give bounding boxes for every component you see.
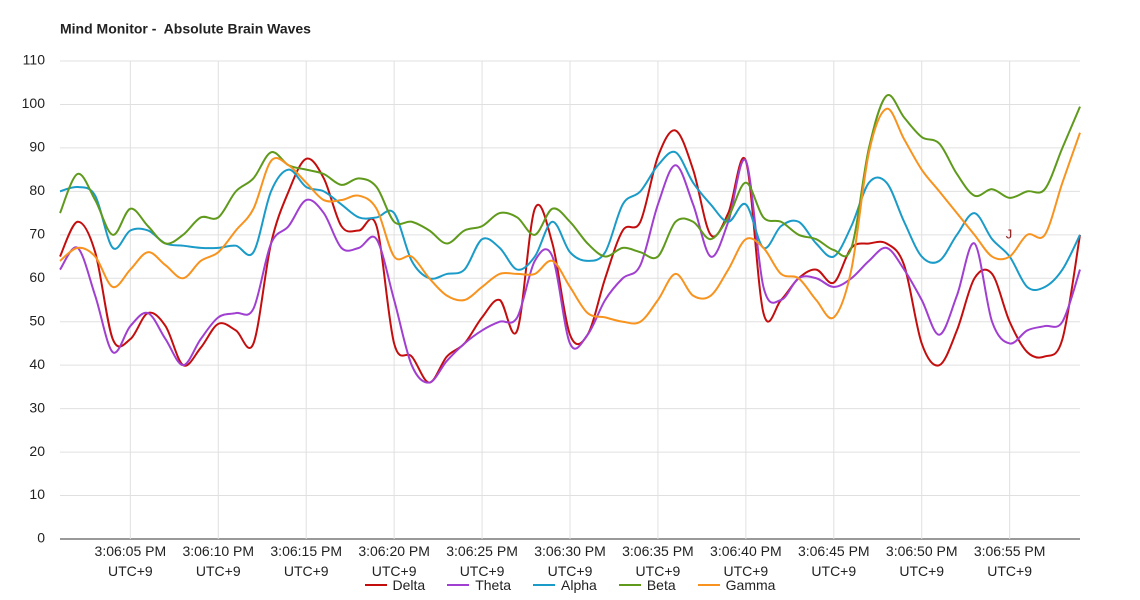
x-tick-label: 3:06:10 PM UTC+9 bbox=[182, 543, 255, 579]
x-tick-label: 3:06:05 PM UTC+9 bbox=[94, 543, 167, 579]
legend-swatch bbox=[364, 584, 387, 586]
x-tick-label: 3:06:25 PM UTC+9 bbox=[446, 543, 518, 579]
chart-title: Mind Monitor - Absolute Brain Waves bbox=[60, 21, 311, 37]
y-tick-label: 70 bbox=[29, 226, 45, 242]
series-line bbox=[59, 107, 1081, 325]
y-tick-label: 80 bbox=[29, 182, 45, 198]
x-tick-label: 3:06:35 PM UTC+9 bbox=[622, 543, 694, 579]
y-tick-label: 100 bbox=[22, 95, 46, 111]
y-tick-label: 10 bbox=[29, 486, 45, 502]
legend-swatch bbox=[533, 584, 556, 586]
legend-item: Delta bbox=[364, 577, 426, 593]
legend-swatch bbox=[697, 584, 720, 586]
legend-label: Alpha bbox=[561, 577, 597, 593]
series-line bbox=[59, 150, 1081, 291]
series-line bbox=[59, 158, 1081, 384]
y-tick-label: 40 bbox=[29, 356, 45, 372]
legend-swatch bbox=[618, 584, 641, 586]
x-tick-label: 3:06:45 PM UTC+9 bbox=[797, 543, 870, 579]
y-tick-label: 110 bbox=[23, 52, 46, 68]
legend-label: Theta bbox=[475, 577, 512, 593]
legend-label: Delta bbox=[392, 577, 426, 593]
y-tick-label: 60 bbox=[29, 269, 45, 285]
annotation: J bbox=[1006, 226, 1013, 241]
y-tick-label: 20 bbox=[29, 443, 45, 459]
legend-item: Beta bbox=[618, 577, 676, 593]
y-tick-label: 0 bbox=[37, 530, 45, 546]
x-tick-label: 3:06:15 PM UTC+9 bbox=[270, 543, 342, 579]
y-tick-label: 30 bbox=[29, 399, 45, 415]
legend-label: Beta bbox=[646, 577, 676, 593]
legend-item: Gamma bbox=[697, 577, 776, 593]
legend: Delta Theta Alpha Beta Gamma bbox=[0, 577, 1140, 593]
x-tick-label: 3:06:40 PM UTC+9 bbox=[710, 543, 782, 579]
y-tick-label: 50 bbox=[29, 312, 45, 328]
legend-swatch bbox=[447, 584, 470, 586]
x-tick-label: 3:06:30 PM UTC+9 bbox=[534, 543, 606, 579]
legend-item: Theta bbox=[447, 577, 511, 593]
x-tick-label: 3:06:20 PM UTC+9 bbox=[358, 543, 430, 579]
y-tick-label: 90 bbox=[29, 139, 45, 155]
legend-label: Gamma bbox=[725, 577, 776, 593]
x-tick-label: 3:06:55 PM UTC+9 bbox=[973, 543, 1046, 579]
x-tick-label: 3:06:50 PM UTC+9 bbox=[885, 543, 958, 579]
series-line bbox=[59, 93, 1081, 260]
legend-item: Alpha bbox=[533, 577, 597, 593]
